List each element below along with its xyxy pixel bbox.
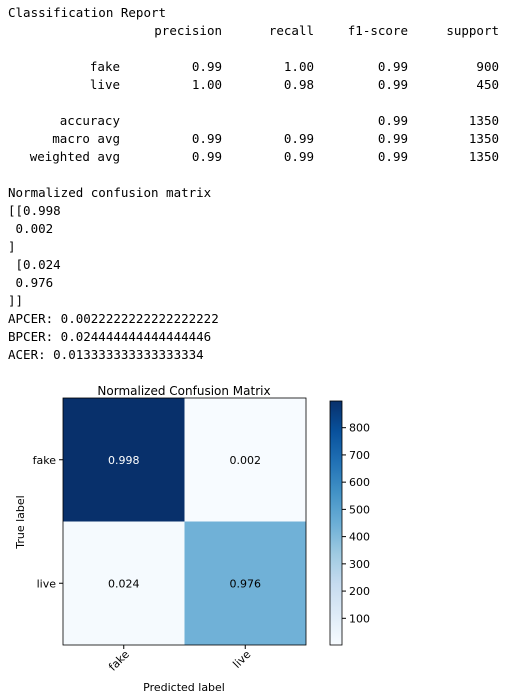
report-row-label: live bbox=[90, 77, 120, 92]
matrix-line: [[0.998 bbox=[8, 203, 61, 218]
report-cell: 0.98 bbox=[284, 77, 314, 92]
colorbar bbox=[329, 400, 343, 646]
heatmap-cell bbox=[63, 398, 185, 522]
colorbar-tick-label: 200 bbox=[349, 585, 370, 598]
matrix-line: [0.024 bbox=[8, 257, 61, 272]
x-tick-label: fake bbox=[106, 648, 132, 674]
report-column-header: f1-score bbox=[348, 23, 408, 38]
matrix-line: 0.002 bbox=[8, 221, 53, 236]
x-tick-label: live bbox=[230, 648, 253, 671]
chart-title: Normalized Confusion Matrix bbox=[97, 384, 270, 398]
matrix-line: ]] bbox=[8, 293, 23, 308]
heatmap-cell bbox=[184, 398, 306, 522]
report-cell: 0.99 bbox=[284, 131, 314, 146]
colorbar-tick-label: 100 bbox=[349, 612, 370, 625]
report-row-label: fake bbox=[90, 59, 120, 74]
metric-line: APCER: 0.0022222222222222222 bbox=[8, 311, 219, 326]
report-cell: 0.99 bbox=[378, 77, 408, 92]
report-column-header: precision bbox=[154, 23, 222, 38]
colorbar-tick-label: 600 bbox=[349, 476, 370, 489]
cell-label: 0.002 bbox=[230, 454, 262, 467]
y-tick-label: fake bbox=[33, 454, 57, 467]
report-title: Classification Report bbox=[8, 5, 166, 20]
report-cell: 450 bbox=[476, 77, 499, 92]
report-cell: 0.99 bbox=[192, 149, 222, 164]
y-tick-label: live bbox=[37, 577, 57, 590]
report-cell: 1.00 bbox=[192, 77, 222, 92]
matrix-line: ] bbox=[8, 239, 16, 254]
x-axis-label: Predicted label bbox=[143, 681, 225, 694]
report-row-label: weighted avg bbox=[30, 149, 120, 164]
report-cell: 1.00 bbox=[284, 59, 314, 74]
heatmap-cell bbox=[184, 521, 306, 645]
report-cell: 0.99 bbox=[192, 131, 222, 146]
matrix-title: Normalized confusion matrix bbox=[8, 185, 212, 200]
metric-line: ACER: 0.013333333333333334 bbox=[8, 347, 204, 362]
matrix-line: 0.976 bbox=[8, 275, 53, 290]
report-cell: 1350 bbox=[469, 149, 499, 164]
colorbar-tick-label: 700 bbox=[349, 449, 370, 462]
y-axis-label: True label bbox=[14, 495, 27, 549]
report-cell: 0.99 bbox=[378, 149, 408, 164]
report-cell: 0.99 bbox=[378, 59, 408, 74]
report-cell: 1350 bbox=[469, 131, 499, 146]
report-cell: 0.99 bbox=[284, 149, 314, 164]
metric-line: BPCER: 0.024444444444444446 bbox=[8, 329, 211, 344]
report-row-label: accuracy bbox=[60, 113, 121, 128]
colorbar-tick-label: 400 bbox=[349, 531, 370, 544]
report-cell: 1350 bbox=[469, 113, 499, 128]
report-row-label: macro avg bbox=[52, 131, 120, 146]
cell-label: 0.024 bbox=[108, 577, 140, 590]
colorbar-tick-label: 500 bbox=[349, 503, 370, 516]
colorbar-tick-label: 300 bbox=[349, 558, 370, 571]
heatmap-cell bbox=[63, 521, 185, 645]
report-cell: 0.99 bbox=[378, 113, 408, 128]
report-cell: 0.99 bbox=[378, 131, 408, 146]
report-cell: 900 bbox=[476, 59, 499, 74]
cell-label: 0.976 bbox=[230, 577, 262, 590]
cell-label: 0.998 bbox=[108, 454, 140, 467]
report-column-header: support bbox=[446, 23, 499, 38]
report-column-header: recall bbox=[269, 23, 314, 38]
axes-frame bbox=[62, 397, 307, 646]
colorbar-tick-label: 800 bbox=[349, 422, 370, 435]
report-cell: 0.99 bbox=[192, 59, 222, 74]
